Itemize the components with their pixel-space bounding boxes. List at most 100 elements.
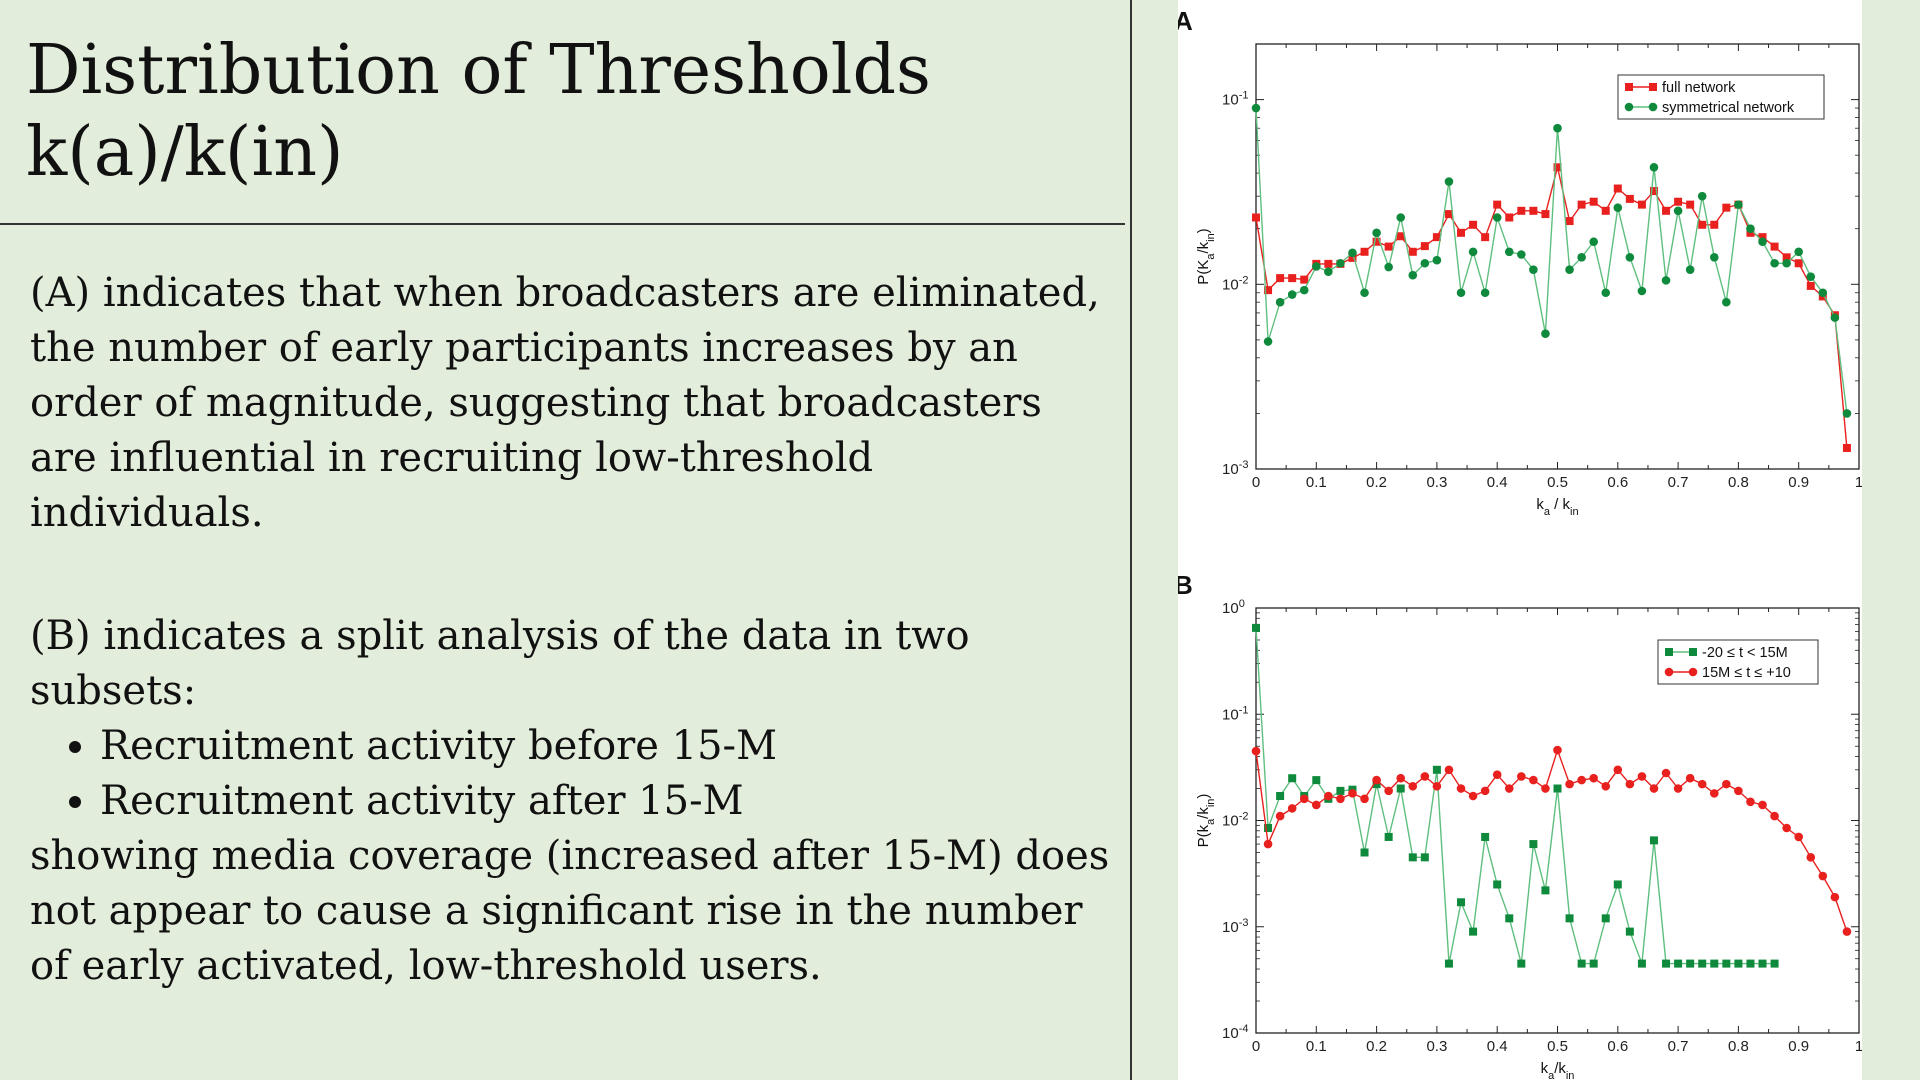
data-point (1396, 784, 1405, 793)
data-point (1722, 203, 1731, 212)
legend-entry: -20 ≤ t < 15M (1702, 645, 1788, 661)
data-point (1698, 220, 1707, 229)
data-point (1432, 233, 1441, 242)
data-point (1384, 262, 1393, 272)
data-point (1529, 840, 1538, 849)
data-point (1396, 232, 1405, 241)
data-point (1613, 184, 1622, 193)
data-point (1517, 959, 1526, 968)
x-axis-label: ka / kin (1536, 496, 1578, 518)
data-point (1251, 746, 1261, 756)
legend-marker (1689, 648, 1697, 656)
data-point (1529, 265, 1538, 274)
data-point (1264, 823, 1273, 832)
y-tick-label: 10-1 (1222, 704, 1248, 723)
data-point (1251, 103, 1261, 113)
data-point (1830, 313, 1840, 322)
data-point (1469, 927, 1478, 936)
data-point (1384, 242, 1393, 251)
data-point (1408, 270, 1418, 280)
data-point (1710, 220, 1719, 229)
x-tick-label: 0.8 (1728, 474, 1749, 491)
data-point (1625, 194, 1634, 203)
data-point (1601, 206, 1610, 215)
x-tick-label: 0.5 (1547, 474, 1568, 491)
data-point (1686, 959, 1695, 968)
data-point (1360, 288, 1369, 298)
data-point (1553, 123, 1562, 133)
data-point (1674, 197, 1683, 206)
slide-title: Distribution of Thresholds k(a)/k(in) (26, 30, 1086, 194)
series-line (1255, 108, 1848, 414)
data-point (1348, 789, 1357, 798)
data-point (1770, 242, 1779, 251)
data-point (1408, 247, 1417, 256)
x-tick-label: 0.2 (1366, 474, 1387, 491)
data-point (1830, 892, 1840, 902)
data-point (1264, 286, 1273, 295)
data-point (1842, 927, 1852, 936)
data-point (1492, 770, 1502, 779)
data-point (1698, 959, 1707, 968)
data-point (1468, 791, 1478, 801)
legend-marker (1648, 102, 1658, 112)
y-tick-label: 10-3 (1222, 459, 1248, 478)
data-point (1372, 237, 1381, 246)
data-point (1686, 200, 1695, 209)
legend-marker (1649, 83, 1657, 91)
data-point (1263, 839, 1273, 849)
data-point (1685, 265, 1695, 274)
data-point (1589, 773, 1598, 783)
data-point (1601, 288, 1611, 298)
data-point (1770, 258, 1779, 268)
data-point (1637, 286, 1647, 296)
data-point (1734, 786, 1743, 796)
data-point (1806, 281, 1815, 290)
data-point (1685, 773, 1695, 783)
data-point (1770, 959, 1779, 968)
x-tick-label: 0.9 (1788, 474, 1809, 491)
y-tick-label: 10-4 (1222, 1023, 1248, 1042)
data-point (1312, 262, 1321, 271)
data-point (1782, 253, 1791, 262)
data-point (1469, 220, 1478, 229)
data-point (1637, 200, 1646, 209)
title-line-1: Distribution of Thresholds (26, 31, 931, 110)
data-point (1468, 247, 1478, 257)
data-point (1372, 775, 1381, 785)
data-point (1649, 186, 1658, 195)
data-point (1649, 836, 1658, 845)
data-point (1734, 959, 1743, 968)
data-point (1348, 248, 1357, 258)
data-point (1324, 267, 1333, 277)
data-point (1746, 959, 1755, 968)
data-point (1589, 959, 1598, 968)
subset-list: Recruitment activity before 15-M Recruit… (30, 719, 1110, 829)
data-point (1553, 745, 1562, 755)
data-point (1299, 285, 1309, 295)
x-tick-label: 0 (1252, 1038, 1260, 1055)
data-point (1637, 959, 1646, 968)
x-tick-label: 0.6 (1607, 474, 1628, 491)
data-point (1601, 781, 1611, 791)
data-point (1276, 792, 1285, 801)
data-point (1432, 781, 1442, 791)
data-point (1662, 206, 1671, 215)
data-point (1517, 250, 1526, 259)
x-tick-label: 0.4 (1487, 474, 1508, 491)
data-point (1625, 779, 1635, 789)
data-point (1794, 247, 1803, 257)
data-point (1408, 781, 1418, 791)
data-point (1420, 853, 1429, 862)
data-point (1288, 274, 1297, 283)
data-point (1613, 765, 1623, 775)
legend-marker (1664, 667, 1674, 677)
legend-marker (1624, 102, 1634, 112)
data-point (1275, 297, 1285, 307)
data-point (1493, 880, 1502, 889)
data-point (1492, 213, 1502, 222)
x-tick-label: 0.6 (1607, 1038, 1628, 1055)
data-point (1384, 832, 1393, 841)
data-point (1577, 200, 1586, 209)
data-point (1758, 800, 1767, 810)
